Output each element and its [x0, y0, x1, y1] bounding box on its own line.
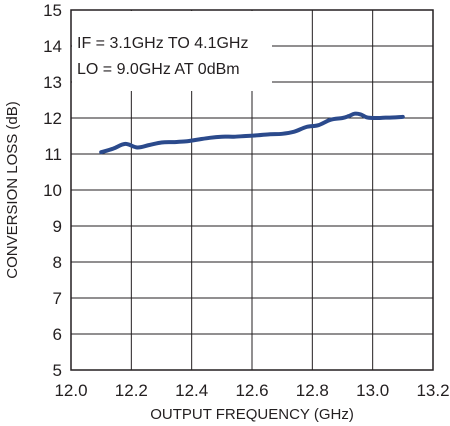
x-tick-label: 13.0 — [356, 381, 389, 400]
y-axis-label: CONVERSION LOSS (dB) — [4, 101, 21, 279]
x-tick-label: 13.2 — [416, 381, 449, 400]
x-tick-label: 12.0 — [54, 381, 87, 400]
x-tick-label: 12.6 — [235, 381, 268, 400]
y-tick-label: 10 — [43, 181, 62, 200]
y-tick-label: 14 — [43, 37, 62, 56]
series-layer — [99, 111, 405, 155]
x-tick-label: 12.4 — [175, 381, 208, 400]
y-tick-label: 15 — [43, 1, 62, 20]
x-tick-labels: 12.0 12.2 12.4 12.6 12.8 13.0 13.2 — [54, 381, 449, 400]
annotation-if: IF = 3.1GHz TO 4.1GHz — [77, 35, 248, 52]
y-tick-label: 7 — [53, 289, 62, 308]
y-tick-label: 5 — [53, 361, 62, 380]
annotation-background — [72, 11, 272, 91]
plot-frame — [70, 9, 434, 371]
x-tick-label: 12.2 — [115, 381, 148, 400]
y-tick-labels: 5 6 7 8 9 10 11 12 13 14 15 — [43, 1, 62, 380]
y-tick-label: 9 — [53, 217, 62, 236]
annotation-lo: LO = 9.0GHz AT 0dBm — [77, 61, 240, 78]
y-tick-label: 6 — [53, 325, 62, 344]
y-tick-label: 11 — [44, 145, 62, 164]
y-tick-label: 13 — [43, 73, 62, 92]
y-tick-label: 8 — [53, 253, 62, 272]
x-axis-label: OUTPUT FREQUENCY (GHz) — [150, 406, 354, 423]
x-tick-label: 12.8 — [296, 381, 329, 400]
y-tick-label: 12 — [43, 109, 62, 128]
series-line — [99, 111, 405, 155]
